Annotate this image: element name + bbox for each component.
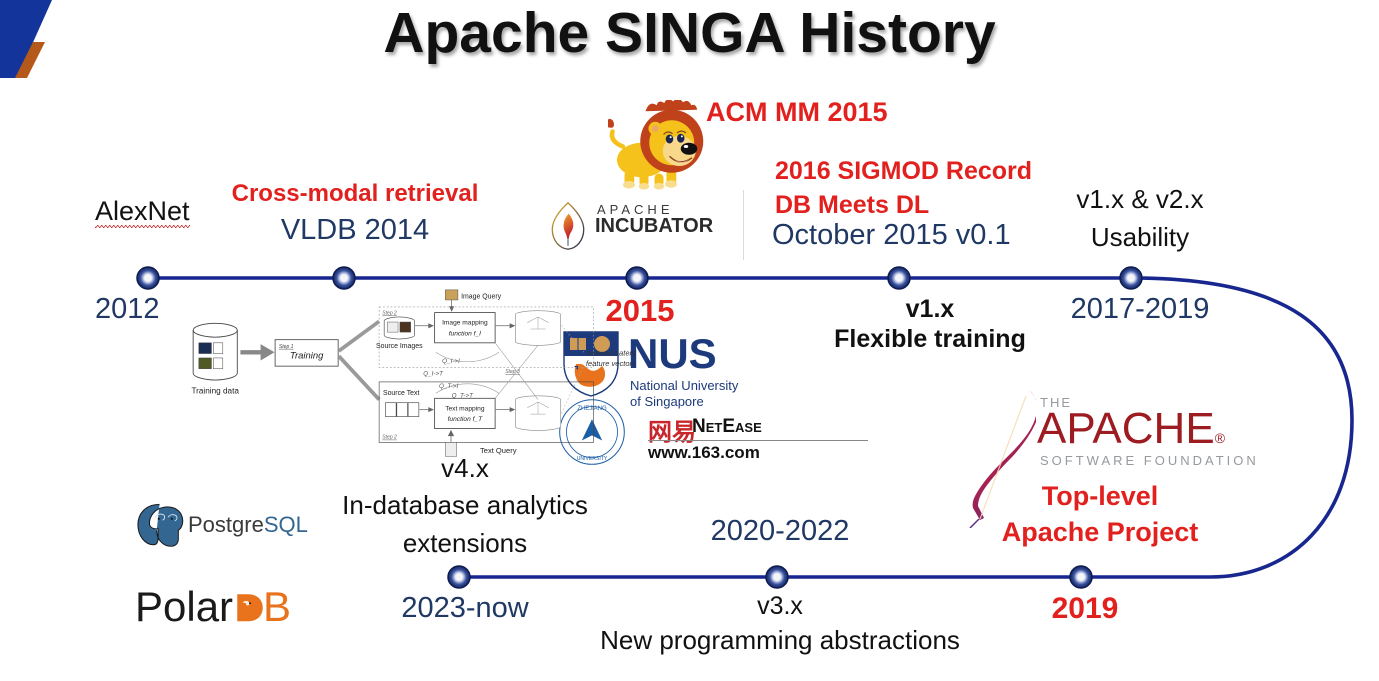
svg-text:Training data: Training data bbox=[191, 386, 239, 395]
svg-text:Training: Training bbox=[290, 351, 324, 362]
svg-text:Text mapping: Text mapping bbox=[445, 405, 485, 412]
svg-text:Indexed Latent: Indexed Latent bbox=[586, 348, 637, 357]
svg-text:Source Images: Source Images bbox=[376, 343, 423, 350]
svg-text:Source Text: Source Text bbox=[383, 390, 420, 397]
svg-text:Q_I->I: Q_I->I bbox=[442, 358, 460, 365]
svg-text:Q_T->I: Q_T->I bbox=[439, 383, 458, 390]
svg-text:Q_T->T: Q_T->T bbox=[452, 393, 474, 400]
svg-text:feature vectors: feature vectors bbox=[586, 359, 636, 368]
svg-text:function f_I: function f_I bbox=[449, 330, 481, 337]
svg-text:Step 2: Step 2 bbox=[382, 435, 397, 441]
svg-text:Step 3: Step 3 bbox=[505, 369, 520, 375]
svg-text:UNIVERSITY: UNIVERSITY bbox=[577, 456, 608, 462]
svg-text:function f_T: function f_T bbox=[448, 416, 483, 423]
svg-text:ZHEJIANG: ZHEJIANG bbox=[577, 406, 607, 412]
svg-text:Step 1: Step 1 bbox=[279, 344, 294, 350]
svg-text:Image Query: Image Query bbox=[461, 294, 502, 301]
svg-text:Q_I->T: Q_I->T bbox=[423, 371, 444, 378]
svg-text:Image mapping: Image mapping bbox=[442, 320, 488, 327]
svg-text:Step 2: Step 2 bbox=[382, 310, 397, 316]
